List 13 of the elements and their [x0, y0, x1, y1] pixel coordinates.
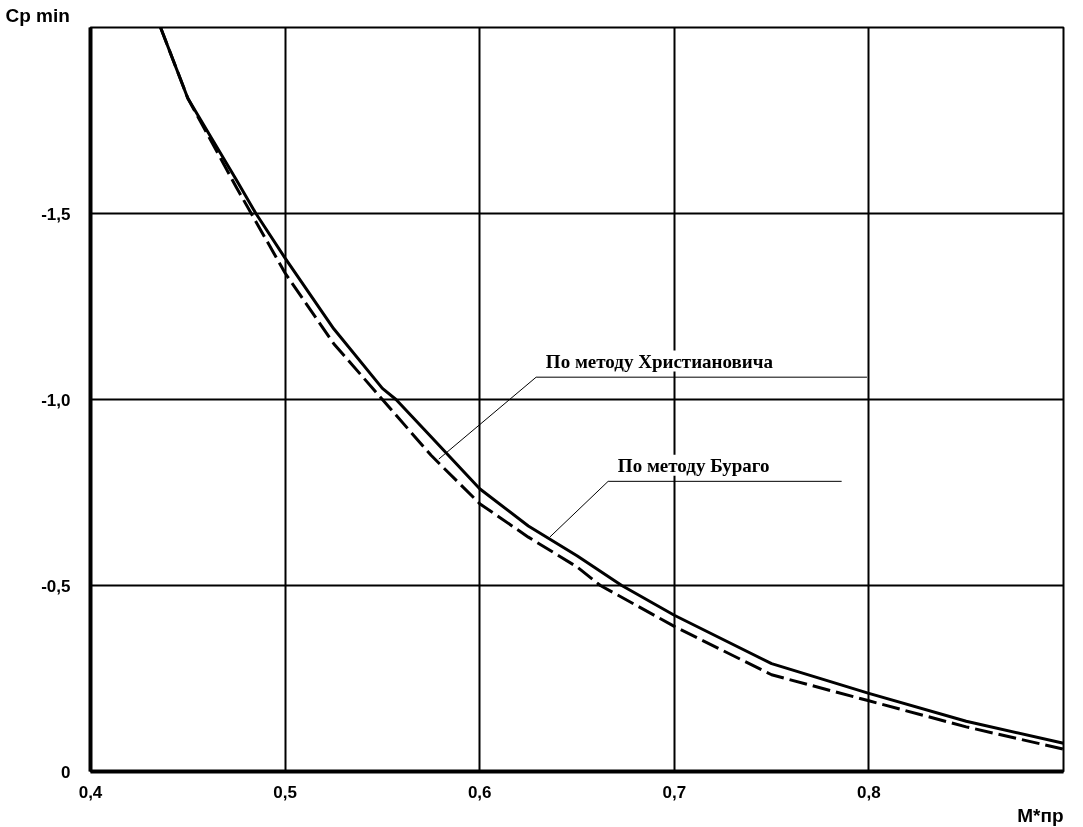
y-axis-title: Cp min — [5, 4, 70, 26]
x-axis-title: M*пр — [1017, 804, 1064, 826]
y-tick-label: 0 — [61, 762, 71, 782]
x-tick-label: 0,6 — [467, 782, 492, 802]
y-tick-label: -0,5 — [41, 576, 71, 596]
annotation: По методу Христиановича — [545, 350, 774, 372]
x-tick-label: 0,8 — [857, 782, 881, 802]
x-tick-label: 0,5 — [273, 782, 297, 802]
x-tick-label: 0,4 — [78, 782, 103, 802]
x-tick-label: 0,7 — [662, 782, 687, 802]
annotation: По методу Бураго — [617, 454, 770, 476]
y-tick-label: -1,5 — [41, 204, 71, 224]
y-tick-label: -1,0 — [41, 390, 71, 410]
